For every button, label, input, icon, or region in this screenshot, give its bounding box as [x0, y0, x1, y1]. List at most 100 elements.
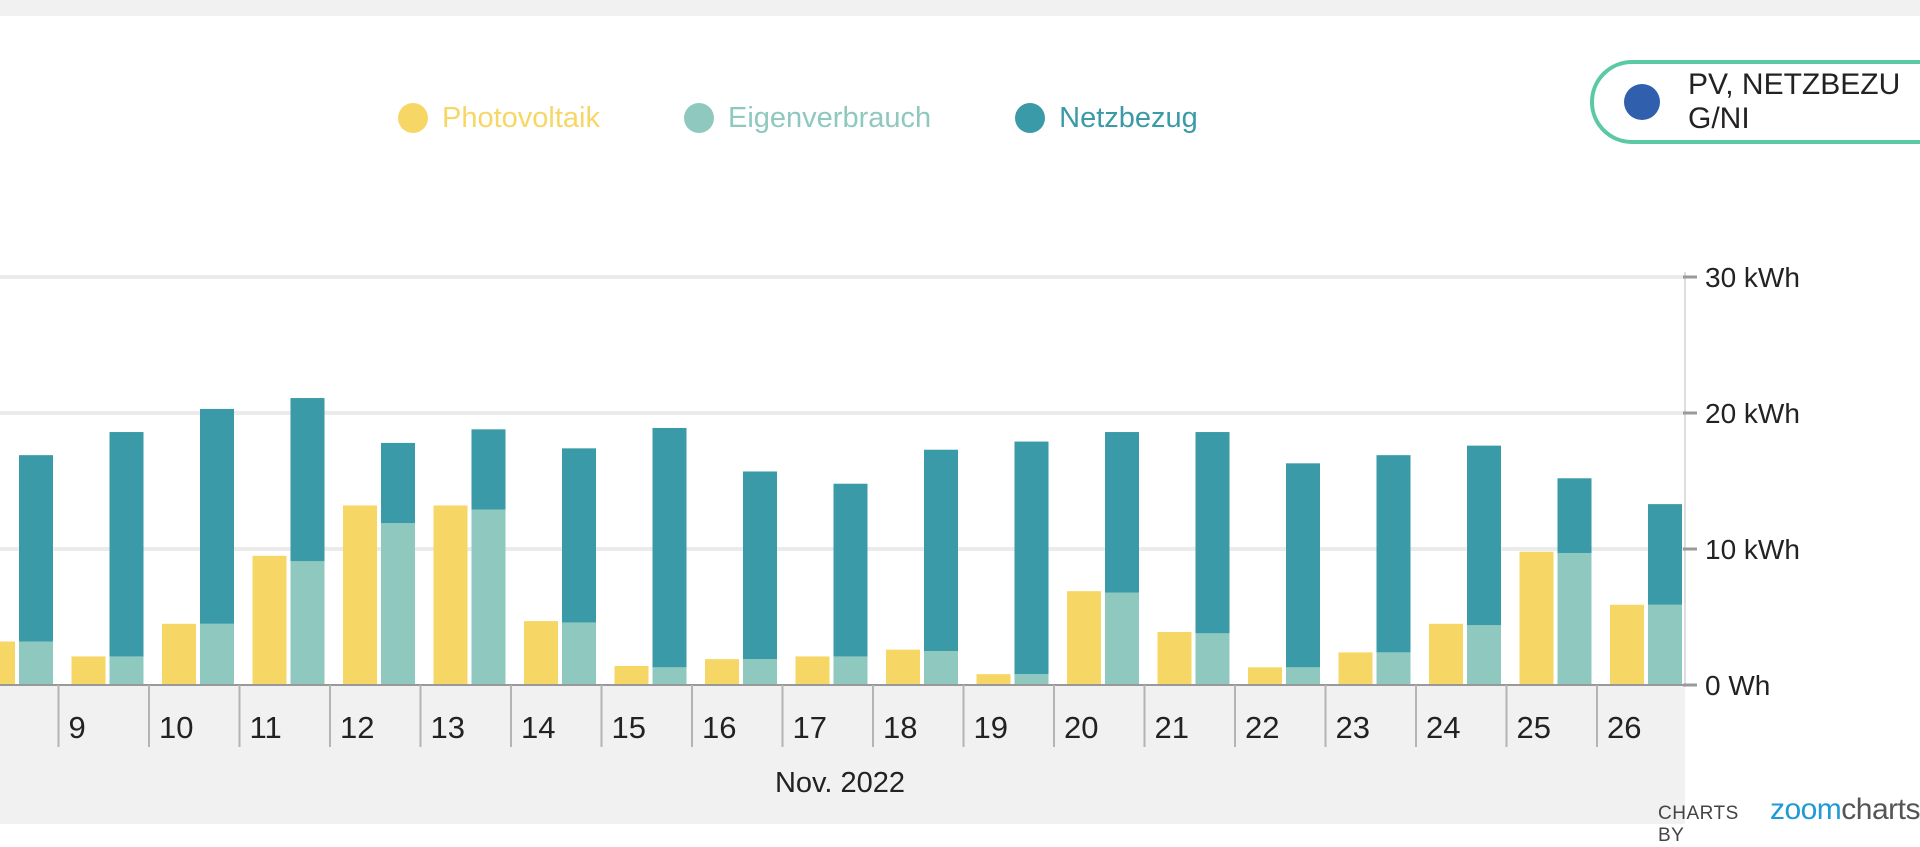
x-tick-label: 17 — [793, 710, 827, 745]
y-tick-label: 20 kWh — [1705, 398, 1800, 429]
bar-eigenverbrauch-26[interactable] — [1648, 604, 1682, 685]
zoomcharts-logo-part-b: charts — [1841, 793, 1920, 826]
bar-eigenverbrauch-15[interactable] — [652, 667, 687, 685]
x-tick-label: 9 — [69, 710, 86, 745]
bar-netzbezug-10[interactable] — [200, 408, 234, 624]
chart-legend: Photovoltaik Eigenverbrauch Netzbezug — [398, 90, 1282, 146]
bar-photovoltaik-25[interactable] — [1519, 551, 1554, 685]
bar-netzbezug-8[interactable] — [19, 455, 53, 642]
x-tick-label: 19 — [974, 710, 1008, 745]
bar-photovoltaik-12[interactable] — [343, 505, 377, 685]
bar-photovoltaik-24[interactable] — [1429, 623, 1463, 685]
x-tick-label: 10 — [159, 710, 193, 745]
bar-netzbezug-11[interactable] — [290, 398, 325, 562]
legend-dot-netzbezug — [1015, 103, 1046, 133]
bar-netzbezug-18[interactable] — [924, 449, 958, 651]
bar-photovoltaik-18[interactable] — [886, 649, 920, 685]
bar-eigenverbrauch-21[interactable] — [1195, 633, 1230, 685]
filter-dot-icon — [1624, 84, 1660, 120]
x-tick-label: 15 — [612, 710, 646, 745]
x-tick-label: 11 — [250, 710, 282, 745]
legend-label-eigenverbrauch: Eigenverbrauch — [728, 101, 932, 134]
bar-eigenverbrauch-22[interactable] — [1286, 667, 1320, 685]
legend-label-photovoltaik: Photovoltaik — [442, 101, 600, 134]
x-axis-title: Nov. 2022 — [775, 767, 905, 799]
zoomcharts-logo-part-a: zoom — [1769, 793, 1842, 826]
bar-netzbezug-16[interactable] — [743, 471, 777, 660]
x-tick-label: 22 — [1245, 710, 1279, 745]
bar-photovoltaik-17[interactable] — [795, 656, 830, 685]
x-tick-label: 23 — [1336, 710, 1370, 745]
bar-photovoltaik-26[interactable] — [1610, 604, 1644, 685]
bar-photovoltaik-11[interactable] — [252, 555, 287, 685]
y-tick-label: 10 kWh — [1705, 534, 1800, 565]
bar-eigenverbrauch-16[interactable] — [743, 659, 777, 685]
bar-netzbezug-21[interactable] — [1195, 432, 1230, 634]
bar-eigenverbrauch-23[interactable] — [1376, 652, 1411, 685]
bar-eigenverbrauch-9[interactable] — [109, 656, 144, 685]
bar-eigenverbrauch-13[interactable] — [471, 509, 506, 685]
bar-netzbezug-20[interactable] — [1105, 432, 1139, 593]
bar-eigenverbrauch-20[interactable] — [1105, 592, 1139, 685]
x-tick-label: 16 — [702, 710, 736, 745]
bar-photovoltaik-23[interactable] — [1338, 652, 1373, 685]
zoomcharts-logo[interactable]: zoomcharts — [1770, 793, 1920, 827]
legend-item-netzbezug[interactable]: Netzbezug — [1015, 102, 1198, 135]
bar-eigenverbrauch-19[interactable] — [1014, 674, 1049, 685]
bar-netzbezug-12[interactable] — [381, 442, 415, 524]
legend-item-photovoltaik[interactable]: Photovoltaik — [398, 102, 600, 135]
bar-photovoltaik-10[interactable] — [162, 623, 196, 685]
y-tick-label: 0 Wh — [1705, 670, 1770, 701]
bar-eigenverbrauch-24[interactable] — [1467, 625, 1501, 685]
bar-netzbezug-19[interactable] — [1014, 441, 1049, 675]
x-tick-label: 13 — [431, 710, 465, 745]
x-tick-label: 25 — [1517, 710, 1551, 745]
x-tick-label: 14 — [521, 710, 555, 745]
bar-eigenverbrauch-11[interactable] — [290, 561, 325, 685]
bar-netzbezug-9[interactable] — [109, 432, 144, 657]
legend-item-eigenverbrauch[interactable]: Eigenverbrauch — [684, 102, 931, 135]
top-strip — [0, 0, 1920, 16]
bar-netzbezug-15[interactable] — [652, 427, 687, 668]
bar-eigenverbrauch-8[interactable] — [19, 641, 53, 685]
chart-credit-text: CHARTS BY — [1658, 803, 1739, 846]
bar-photovoltaik-9[interactable] — [71, 656, 106, 685]
bar-photovoltaik-13[interactable] — [433, 505, 468, 685]
bar-eigenverbrauch-25[interactable] — [1557, 553, 1592, 685]
bar-photovoltaik-21[interactable] — [1157, 631, 1192, 685]
legend-label-netzbezug: Netzbezug — [1059, 101, 1198, 134]
bar-netzbezug-14[interactable] — [562, 448, 596, 623]
bar-photovoltaik-19[interactable] — [976, 674, 1011, 685]
bar-netzbezug-24[interactable] — [1467, 445, 1501, 626]
bar-netzbezug-23[interactable] — [1376, 455, 1411, 653]
bar-eigenverbrauch-10[interactable] — [200, 623, 234, 685]
legend-dot-photovoltaik — [398, 103, 428, 133]
bar-photovoltaik-8[interactable] — [0, 641, 15, 685]
bar-photovoltaik-15[interactable] — [614, 665, 649, 685]
x-tick-label: 24 — [1426, 710, 1460, 745]
x-tick-label: 12 — [340, 710, 374, 745]
filter-label: PV, NETZBEZUG/NI — [1688, 68, 1901, 135]
bar-eigenverbrauch-17[interactable] — [833, 656, 868, 685]
bar-photovoltaik-20[interactable] — [1067, 591, 1101, 685]
bar-photovoltaik-14[interactable] — [524, 621, 558, 685]
bar-eigenverbrauch-12[interactable] — [381, 523, 415, 685]
bar-netzbezug-22[interactable] — [1286, 463, 1320, 668]
bar-netzbezug-13[interactable] — [471, 429, 506, 510]
y-tick-label: 30 kWh — [1705, 262, 1800, 293]
bar-netzbezug-25[interactable] — [1557, 478, 1592, 554]
x-tick-label: 21 — [1155, 710, 1189, 745]
x-tick-label: 18 — [883, 710, 917, 745]
bar-photovoltaik-22[interactable] — [1248, 667, 1282, 685]
bar-photovoltaik-16[interactable] — [705, 659, 739, 685]
bar-netzbezug-17[interactable] — [833, 483, 868, 657]
bar-eigenverbrauch-14[interactable] — [562, 622, 596, 685]
x-tick-label: 20 — [1064, 710, 1098, 745]
x-axis-band — [0, 685, 1685, 824]
bar-netzbezug-26[interactable] — [1648, 504, 1682, 605]
series-filter-button[interactable]: PV, NETZBEZUG/NI — [1590, 60, 1920, 144]
chart-credit: CHARTS BY zoomcharts — [1658, 793, 1920, 847]
bar-eigenverbrauch-18[interactable] — [924, 651, 958, 685]
legend-dot-eigenverbrauch — [684, 103, 714, 133]
